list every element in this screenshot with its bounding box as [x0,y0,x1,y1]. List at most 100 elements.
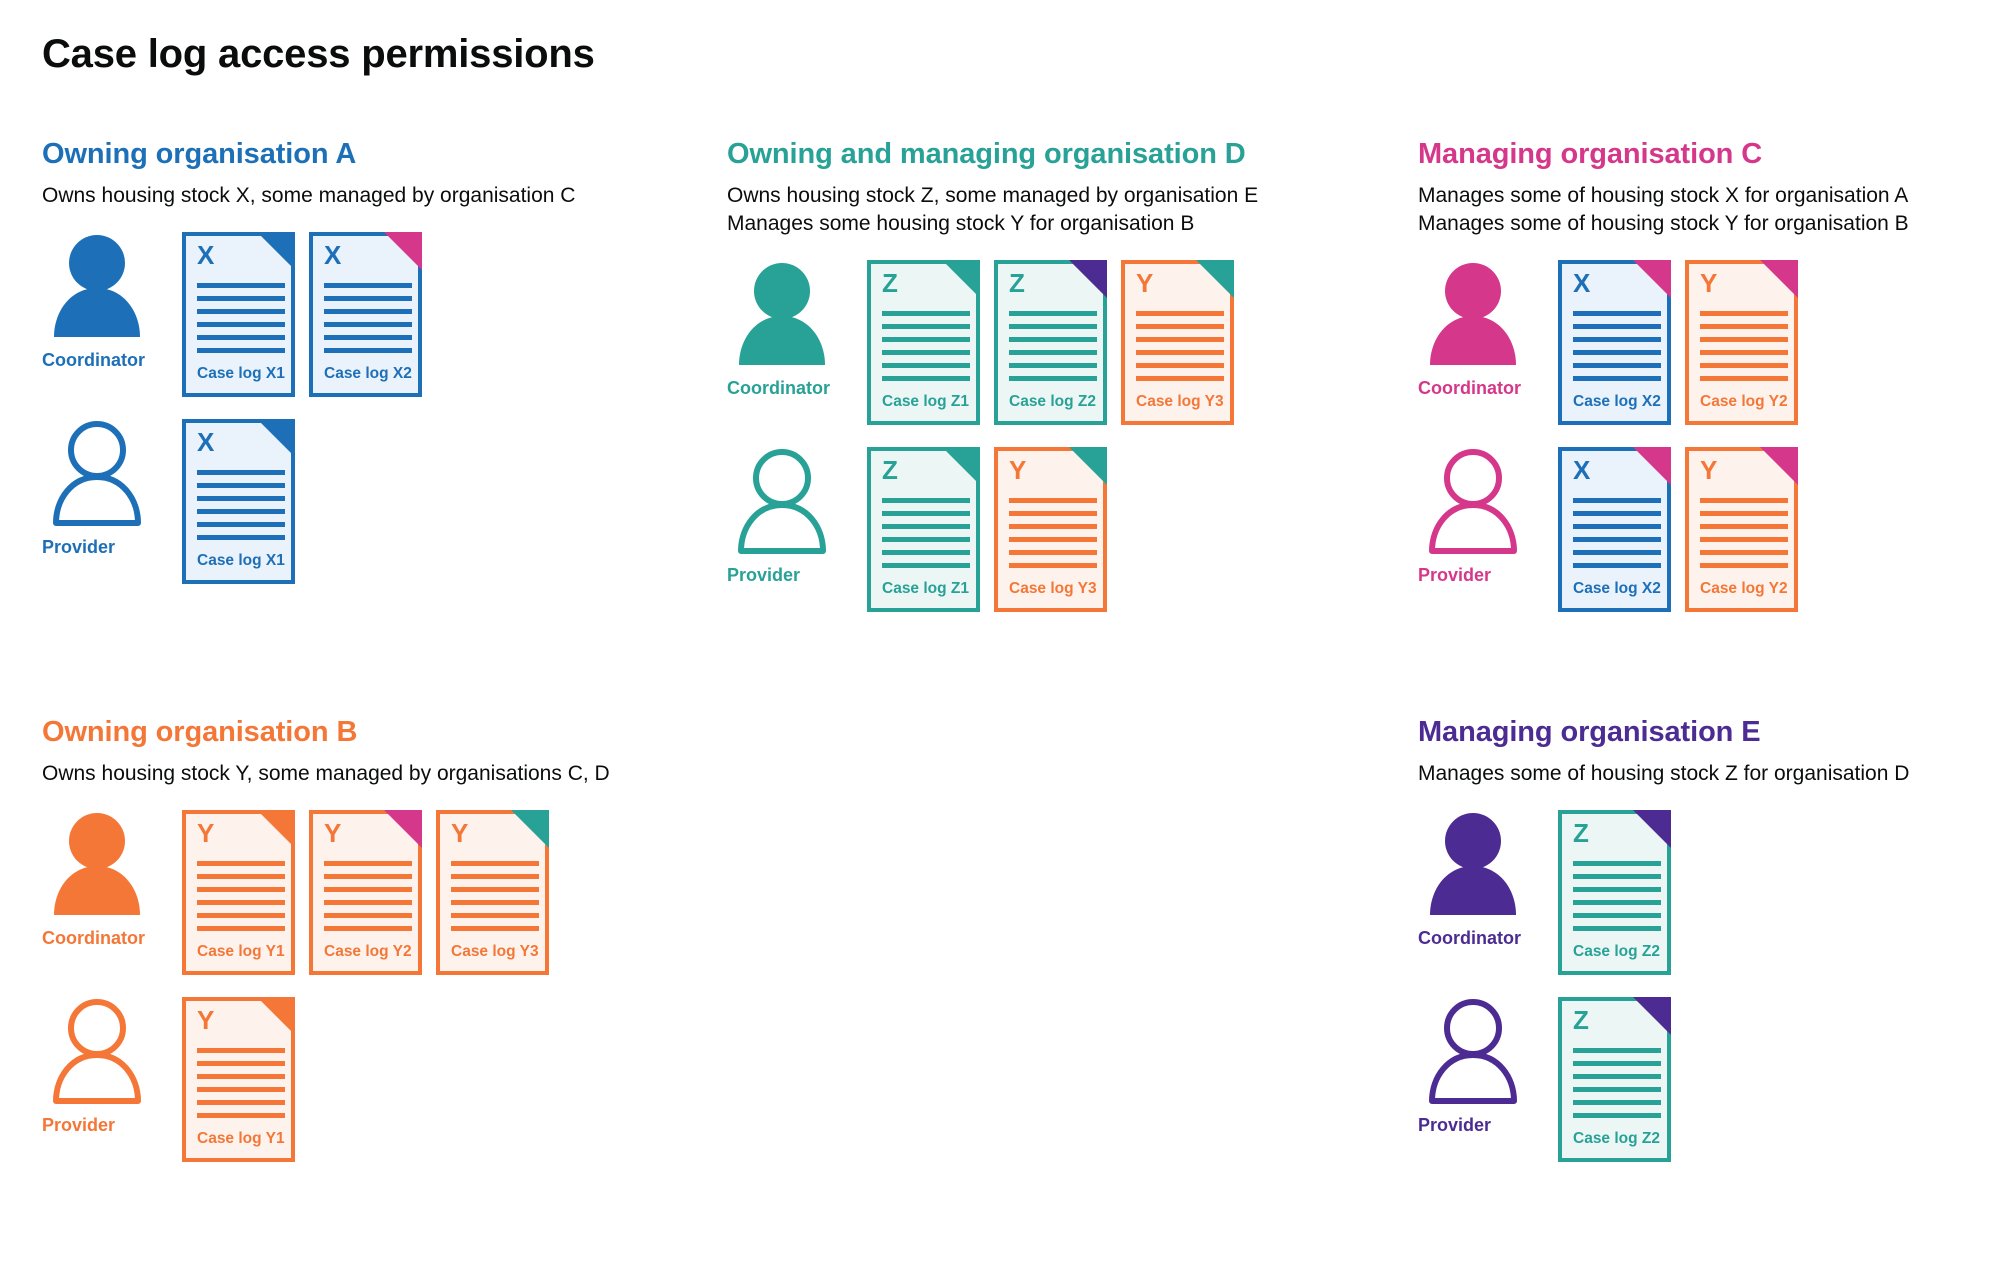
section-title: Managing organisation C [1418,138,1763,170]
doc-line [1573,1086,1661,1092]
doc-stock-letter: X [197,426,215,457]
doc-line [197,347,285,353]
doc-line [882,323,970,329]
doc-line [1573,886,1661,892]
doc-label: Case log Y2 [1700,392,1788,410]
case-log-card[interactable]: X Case log X1 [182,418,295,584]
doc-line [1700,323,1788,329]
doc-stock-letter: Y [451,817,469,848]
doc-line [324,334,412,340]
doc-line [324,282,412,288]
case-log-card[interactable]: X Case log X2 [1558,259,1671,425]
case-log-card[interactable]: Y Case log Y1 [182,809,295,975]
doc-line [1700,523,1788,529]
section-description-line: Owns housing stock X, some managed by or… [42,184,576,207]
role-row-coordinator: Coordinator X Case log X1 X Case log X2 [42,231,575,397]
doc-label: Case log Y3 [1009,579,1097,597]
role-label: Coordinator [1418,377,1521,398]
section-description-line: Manages some of housing stock X for orga… [1418,184,1909,207]
doc-lines-group [451,860,539,939]
doc-lines-group [1573,497,1661,576]
doc-line [1009,323,1097,329]
case-log-card[interactable]: Y Case log Y1 [182,996,295,1162]
case-log-card[interactable]: Z Case log Z1 [867,446,980,612]
role-row-provider: Provider Z Case log Z2 [1418,996,1909,1162]
person-cell: Provider [727,447,867,586]
doc-line [1009,497,1097,503]
doc-label: Case log Z2 [1573,942,1660,960]
doc-lines-group [324,282,412,361]
doc-line [882,375,970,381]
doc-line [1136,323,1224,329]
doc-line [1573,899,1661,905]
role-label: Coordinator [42,927,145,948]
case-log-card[interactable]: Z Case log Z1 [867,259,980,425]
corner-fold-icon [1633,809,1671,848]
corner-fold-icon [384,231,422,270]
doc-stock-letter: X [1573,454,1591,485]
doc-stock-letter: X [324,239,342,270]
case-log-card[interactable]: Y Case log Y3 [994,446,1107,612]
doc-line [1136,362,1224,368]
doc-line [197,860,285,866]
doc-line [1573,510,1661,516]
corner-fold-icon [1633,446,1671,485]
case-log-card[interactable]: Z Case log Z2 [1558,809,1671,975]
org-section-org-e: Managing organisation E Manages some of h… [1418,716,1909,1162]
section-title: Owning and managing organisation D [727,138,1246,170]
section-title: Owning organisation A [42,138,357,170]
doc-line [1573,349,1661,355]
doc-label: Case log Z2 [1573,1129,1660,1147]
doc-line [1009,310,1097,316]
person-cell: Provider [42,419,182,558]
case-log-card[interactable]: Y Case log Y2 [309,809,422,975]
doc-stock-letter: X [197,239,215,270]
org-section-org-d: Owning and managing organisation D Owns h… [727,138,1258,612]
case-log-card[interactable]: Y Case log Y2 [1685,446,1798,612]
corner-fold-icon [1196,259,1234,298]
doc-lines-group [1009,497,1097,576]
doc-line [324,886,412,892]
doc-line [324,321,412,327]
role-label: Provider [1418,564,1492,585]
doc-line [197,1047,285,1053]
case-log-card[interactable]: Y Case log Y3 [1121,259,1234,425]
doc-line [1573,912,1661,918]
doc-stock-letter: Z [882,454,898,485]
doc-line [324,899,412,905]
corner-fold-icon [1633,259,1671,298]
doc-lines-group [197,282,285,361]
doc-line [197,1099,285,1105]
doc-line [1573,523,1661,529]
doc-lines-group [882,310,970,389]
doc-line [451,886,539,892]
doc-line [1009,549,1097,555]
corner-fold-icon [1760,259,1798,298]
doc-line [1573,873,1661,879]
doc-label: Case log X2 [1573,392,1661,410]
case-log-card[interactable]: Y Case log Y3 [436,809,549,975]
corner-fold-icon [511,809,549,848]
case-log-card[interactable]: X Case log X2 [1558,446,1671,612]
role-label: Provider [1418,1114,1492,1135]
doc-line [882,536,970,542]
doc-stock-letter: Z [1009,267,1025,298]
case-log-card[interactable]: Z Case log Z2 [994,259,1107,425]
doc-stock-letter: Y [197,1004,215,1035]
doc-line [1573,497,1661,503]
doc-lines-group [197,1047,285,1126]
case-log-card[interactable]: Y Case log Y2 [1685,259,1798,425]
case-log-card[interactable]: Z Case log Z2 [1558,996,1671,1162]
doc-line [882,523,970,529]
case-log-card[interactable]: X Case log X2 [309,231,422,397]
role-row-provider: Provider Y Case log Y1 [42,996,610,1162]
doc-line [1700,336,1788,342]
corner-fold-icon [942,446,980,485]
role-row-provider: Provider Z Case log Z1 Y Case log Y3 [727,446,1258,612]
case-log-card[interactable]: X Case log X1 [182,231,295,397]
doc-line [1009,510,1097,516]
doc-line [882,510,970,516]
corner-fold-icon [257,418,295,457]
doc-stock-letter: Y [1700,454,1718,485]
doc-line [1573,375,1661,381]
